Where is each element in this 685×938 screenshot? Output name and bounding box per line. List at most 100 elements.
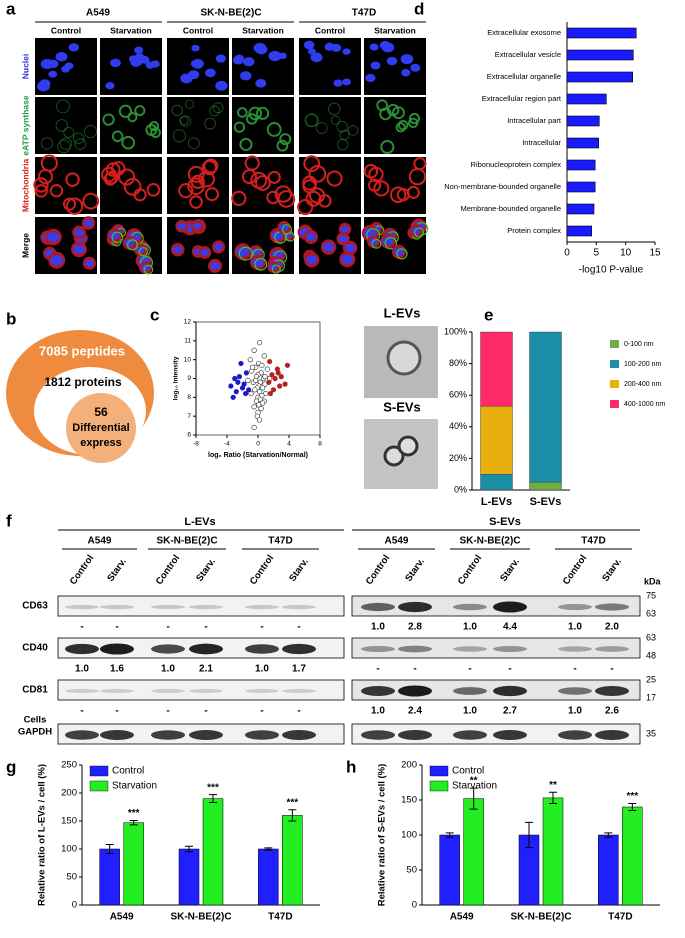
y-tick-label: 80% <box>449 358 467 368</box>
point <box>251 347 257 353</box>
band <box>453 646 487 652</box>
bar <box>622 806 643 906</box>
significance: *** <box>207 782 219 793</box>
nucleus <box>342 48 351 55</box>
quant: 1.0 <box>255 664 269 675</box>
blot-label: Cells <box>24 715 47 726</box>
panel-label: c <box>150 305 159 324</box>
nucleus <box>40 58 54 70</box>
y-tick-label: 50 <box>66 872 77 883</box>
point <box>272 375 278 382</box>
band <box>493 601 527 613</box>
atp-signal <box>172 129 186 143</box>
legend-swatch <box>89 780 109 792</box>
merge-atp <box>111 231 124 244</box>
significance: ** <box>470 776 478 787</box>
condition-header: Starvation <box>242 25 284 35</box>
point <box>267 390 274 397</box>
point <box>284 362 291 368</box>
point <box>243 390 249 397</box>
legend-swatch <box>610 340 619 348</box>
atp-signal <box>209 105 220 117</box>
condition-header: Control <box>315 25 345 35</box>
y-tick-label: Extracellular exosome <box>487 28 561 37</box>
marker: 25 <box>646 674 656 684</box>
blot-frame <box>351 637 641 659</box>
merge-atp <box>384 236 398 250</box>
point <box>228 383 234 389</box>
atp-signal <box>72 132 85 144</box>
error-bar <box>264 847 273 851</box>
point <box>256 417 263 423</box>
merge-nucleus <box>338 235 348 243</box>
y-tick-label: 6 <box>187 432 191 439</box>
quant: 1.0 <box>371 622 385 633</box>
quant: - <box>204 622 207 633</box>
nucleus <box>68 43 80 52</box>
quant: - <box>297 622 300 633</box>
mito-signal <box>203 158 219 174</box>
ring-label: 56 <box>94 405 108 419</box>
cell-line: T47D <box>581 536 605 547</box>
panel-label: g <box>6 757 16 776</box>
quant: - <box>204 706 207 717</box>
bar <box>566 115 600 127</box>
y-tick-label: 9 <box>187 375 191 382</box>
quant: - <box>80 622 83 633</box>
image-title: L-EVs <box>384 305 421 320</box>
band <box>100 643 134 655</box>
mito-signal <box>326 170 343 187</box>
atp-signal <box>379 107 392 121</box>
lane-label: Starv. <box>287 556 311 583</box>
significance: *** <box>626 791 638 802</box>
point <box>232 375 238 382</box>
panel-label: f <box>6 511 12 530</box>
nucleus <box>255 78 267 88</box>
nucleus <box>110 58 121 68</box>
bar <box>566 93 607 105</box>
point <box>267 358 273 365</box>
band <box>361 645 395 653</box>
panel-label: b <box>6 309 16 328</box>
mito-signal <box>190 174 205 189</box>
bar <box>463 798 484 906</box>
row-label: eATP synthase <box>20 95 30 155</box>
nucleus <box>130 57 143 67</box>
panel-label: h <box>346 757 356 776</box>
x-tick-label: 0 <box>564 248 570 259</box>
y-tick-label: 200 <box>61 788 77 799</box>
atp-signal <box>55 119 69 132</box>
y-axis-label: Relative ratio of L-EVs / cell (%) <box>37 764 48 906</box>
atp-signal <box>212 102 224 114</box>
y-tick-label: Protein complex <box>507 226 561 235</box>
bar <box>202 798 224 906</box>
legend-label: Starvation <box>112 781 157 792</box>
x-tick-label: A549 <box>450 912 474 923</box>
bar <box>542 797 564 906</box>
quant: - <box>297 706 300 717</box>
x-tick-label: 5 <box>594 248 600 259</box>
mito-signal <box>254 175 271 191</box>
nucleus <box>139 55 150 64</box>
point <box>235 379 241 385</box>
y-tick-label: 150 <box>401 795 417 806</box>
y-axis-label: Relative ratio of S-EVs / cell (%) <box>377 764 388 907</box>
merge-nucleus <box>73 244 85 254</box>
point <box>282 381 288 387</box>
mito-signal <box>267 170 281 184</box>
nucleus <box>134 46 144 54</box>
nucleus <box>243 57 255 67</box>
atp-signal <box>40 137 54 150</box>
atp-signal <box>305 113 319 127</box>
band <box>398 601 432 613</box>
row-label: Nuclei <box>20 54 30 80</box>
micrograph <box>299 157 361 214</box>
nucleus <box>307 48 316 55</box>
point <box>256 340 263 346</box>
y-tick-label: 0% <box>454 484 467 494</box>
band <box>245 604 279 610</box>
legend-label: Control <box>112 766 144 777</box>
y-tick-label: 10 <box>184 356 192 363</box>
legend-label: Control <box>452 766 484 777</box>
